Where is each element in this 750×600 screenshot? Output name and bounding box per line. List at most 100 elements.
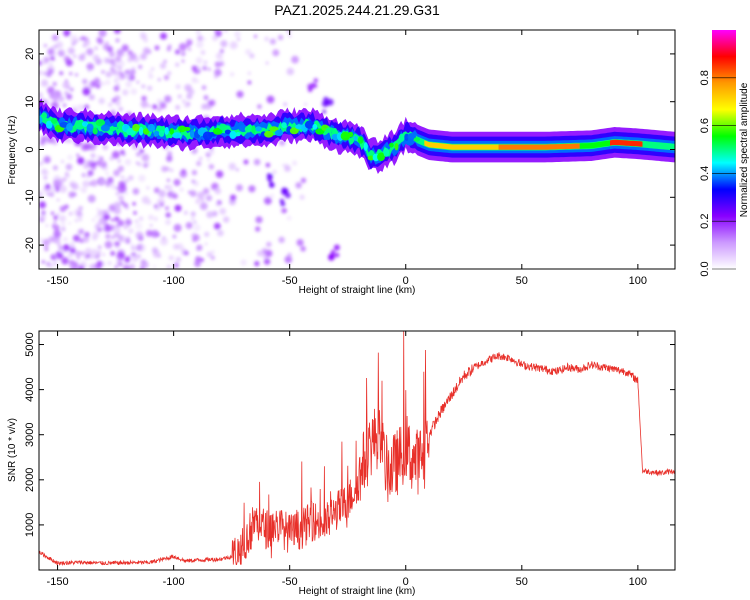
spectrogram-feature — [268, 182, 275, 188]
snr-series-line — [39, 331, 675, 567]
spectrogram-speckle — [102, 57, 106, 62]
spectrogram-speckle — [124, 158, 132, 166]
spectrogram-speckle — [140, 33, 147, 40]
colorbar-tick-label: 0.8 — [699, 70, 711, 85]
spectrogram-speckle — [153, 204, 158, 209]
spectrogram-speckle — [87, 83, 92, 88]
spectrogram-speckle — [163, 74, 170, 81]
spectrogram-speckle — [237, 38, 240, 41]
spectrogram-speckle — [114, 201, 121, 209]
spectrogram-speckle — [67, 86, 70, 90]
x-tick-label: 100 — [629, 275, 647, 287]
spectrogram-speckle — [84, 142, 92, 151]
spectrogram-speckle — [65, 173, 70, 179]
spectrogram-speckle — [287, 252, 292, 258]
x-tick-label: 0 — [403, 576, 409, 588]
spectrogram-speckle — [195, 256, 202, 263]
spectrogram-speckle — [217, 229, 224, 237]
spectrogram-speckle — [127, 69, 133, 75]
spectrogram-speckle — [157, 78, 161, 82]
spectrogram-speckle — [215, 170, 224, 178]
spectrogram-speckle — [179, 187, 184, 192]
spectrogram-ylabel: Frequency (Hz) — [7, 116, 18, 185]
spectrogram-speckle — [120, 175, 125, 179]
spectrogram-speckle — [229, 72, 235, 77]
spectrogram-speckle — [180, 51, 186, 57]
spectrogram-speckle — [113, 30, 121, 34]
spectrogram-blob — [143, 128, 150, 135]
spectrogram-speckle — [64, 91, 69, 95]
spectrogram-speckle — [43, 155, 51, 164]
spectrogram-speckle — [272, 49, 280, 57]
spectrogram-speckle — [234, 31, 241, 38]
spectrogram-blob — [183, 126, 191, 131]
spectrogram-speckle — [167, 151, 172, 156]
spectrogram-blob — [398, 133, 405, 142]
spectrogram-speckle — [191, 77, 198, 84]
spectrogram-speckle — [52, 165, 59, 171]
spectrogram-speckle — [203, 64, 207, 67]
spectrogram-speckle — [124, 191, 129, 196]
spectrogram-speckle — [138, 174, 146, 182]
spectrogram-speckle — [286, 67, 295, 76]
colorbar-tick-label: 0.0 — [699, 261, 711, 276]
spectrogram-speckle — [166, 184, 173, 191]
spectrogram-speckle — [248, 185, 256, 193]
spectrogram-speckle — [61, 257, 69, 265]
spectrogram-speckle — [57, 95, 65, 103]
spectrogram-speckle — [207, 150, 211, 154]
spectrogram-speckle — [107, 261, 112, 266]
spectrogram-speckle — [154, 45, 160, 51]
spectrogram-blob — [347, 131, 354, 138]
spectrogram-speckle — [166, 178, 170, 182]
spectrogram-speckle — [134, 219, 138, 223]
spectrogram-speckle — [209, 150, 215, 155]
x-tick-label: -150 — [47, 576, 69, 588]
spectrogram-speckle — [210, 255, 215, 260]
spectrogram-speckle — [253, 158, 261, 166]
spectrogram-speckle — [160, 32, 167, 40]
spectrogram-speckle — [235, 168, 239, 171]
spectrogram-speckle — [265, 61, 269, 65]
spectrogram-speckle — [90, 153, 96, 159]
spectrogram-speckle — [200, 50, 206, 55]
spectrogram-speckle — [132, 202, 136, 206]
spectrogram-speckle — [195, 30, 201, 35]
spectrogram-speckle — [96, 84, 101, 89]
spectrogram-speckle — [157, 108, 161, 112]
spectrogram-speckle — [125, 80, 132, 88]
spectrogram-speckle — [214, 61, 222, 68]
spectrogram-speckle — [167, 191, 173, 197]
spectrogram-speckle — [39, 237, 44, 242]
spectrogram-speckle — [74, 73, 79, 77]
spectrogram-speckle — [105, 171, 110, 176]
spectrogram-speckle — [247, 80, 252, 85]
spectrogram-speckle — [87, 50, 93, 56]
spectrogram-speckle — [284, 165, 291, 172]
spectrogram-speckle — [208, 164, 215, 170]
spectrogram-speckle — [263, 258, 271, 265]
spectrogram-speckle — [196, 40, 204, 49]
spectrogram-speckle — [296, 239, 304, 247]
spectrogram-speckle — [131, 246, 136, 251]
spectrogram-speckle — [105, 41, 109, 44]
spectrogram-speckle — [92, 218, 95, 222]
spectrogram-xlabel: Height of straight line (km) — [299, 285, 416, 296]
spectrogram-speckle — [193, 221, 197, 224]
spectrogram-speckle — [201, 103, 208, 110]
spectrogram-speckle — [253, 34, 258, 39]
spectrogram-speckle — [39, 140, 46, 146]
spectrogram-speckle — [123, 73, 130, 79]
spectrogram-speckle — [240, 259, 247, 266]
spectrogram-speckle — [206, 251, 213, 258]
y-tick-label: 4000 — [24, 377, 36, 401]
spectrogram-feature — [330, 253, 335, 259]
y-tick-label: 2000 — [24, 468, 36, 492]
spectrogram-speckle — [97, 38, 104, 45]
spectrogram-speckle — [114, 227, 121, 234]
spectrogram-blob — [138, 126, 144, 136]
snr-frame — [38, 330, 676, 571]
spectrogram-speckle — [39, 60, 43, 66]
spectrogram-speckle — [304, 103, 307, 106]
